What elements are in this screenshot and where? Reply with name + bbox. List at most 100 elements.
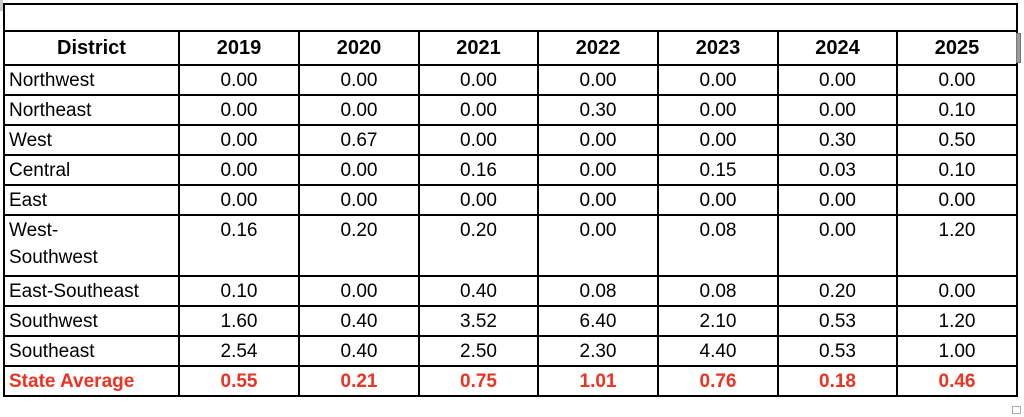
value-cell: 2.10 bbox=[657, 305, 779, 337]
value-cell: 0.40 bbox=[298, 305, 420, 337]
value-cell: 0.00 bbox=[298, 275, 420, 307]
value-cell: 2.50 bbox=[418, 335, 539, 367]
district-cell: East-Southeast bbox=[3, 275, 180, 307]
year-column-header: 2020 bbox=[298, 30, 420, 66]
value-cell: 0.00 bbox=[178, 184, 300, 216]
value-cell: 0.40 bbox=[298, 335, 420, 367]
value-cell: 0.00 bbox=[657, 124, 779, 156]
value-cell: 1.01 bbox=[537, 365, 659, 397]
value-cell: 0.53 bbox=[777, 335, 898, 367]
selection-anchor-mark bbox=[0, 0, 3, 11]
year-column-header: 2022 bbox=[537, 30, 659, 66]
value-cell: 0.00 bbox=[777, 184, 898, 216]
value-cell: 0.00 bbox=[298, 94, 420, 126]
value-cell: 1.60 bbox=[178, 305, 300, 337]
district-cell: Northwest bbox=[3, 64, 180, 96]
value-cell: 0.08 bbox=[657, 214, 779, 277]
value-cell: 1.00 bbox=[896, 335, 1018, 367]
value-cell: 0.00 bbox=[298, 154, 420, 186]
value-cell: 0.00 bbox=[896, 184, 1018, 216]
district-cell: Northeast bbox=[3, 94, 180, 126]
district-cell: State Average bbox=[3, 365, 180, 397]
value-cell: 0.20 bbox=[298, 214, 420, 277]
value-cell: 1.20 bbox=[896, 214, 1018, 277]
district-cell: Southeast bbox=[3, 335, 180, 367]
value-cell: 0.76 bbox=[657, 365, 779, 397]
value-cell: 0.03 bbox=[777, 154, 898, 186]
value-cell: 0.00 bbox=[178, 124, 300, 156]
value-cell: 0.10 bbox=[178, 275, 300, 307]
value-cell: 0.00 bbox=[537, 184, 659, 216]
value-cell: 0.10 bbox=[896, 94, 1018, 126]
value-cell: 1.20 bbox=[896, 305, 1018, 337]
value-cell: 0.16 bbox=[178, 214, 300, 277]
empty-top-cell bbox=[3, 3, 1018, 32]
value-cell: 0.50 bbox=[896, 124, 1018, 156]
value-cell: 0.00 bbox=[418, 94, 539, 126]
value-cell: 0.08 bbox=[657, 275, 779, 307]
value-cell: 0.30 bbox=[777, 124, 898, 156]
value-cell: 0.00 bbox=[896, 275, 1018, 307]
value-cell: 0.00 bbox=[298, 64, 420, 96]
table-side-resize-handle[interactable] bbox=[1016, 33, 1021, 63]
state-average-row: State Average 0.55 0.21 0.75 1.01 0.76 0.18 0.4… bbox=[3, 365, 1018, 397]
value-cell: 0.00 bbox=[418, 124, 539, 156]
value-cell: 0.00 bbox=[537, 154, 659, 186]
year-column-header: 2025 bbox=[896, 30, 1018, 66]
district-cell: Central bbox=[3, 154, 180, 186]
value-cell: 0.55 bbox=[178, 365, 300, 397]
value-cell: 0.00 bbox=[896, 64, 1018, 96]
district-cell: West- Southwest bbox=[3, 214, 180, 277]
value-cell: 0.00 bbox=[537, 124, 659, 156]
value-cell: 0.00 bbox=[777, 214, 898, 277]
value-cell: 0.00 bbox=[657, 184, 779, 216]
value-cell: 0.00 bbox=[298, 184, 420, 216]
value-cell: 0.46 bbox=[896, 365, 1018, 397]
value-cell: 0.20 bbox=[418, 214, 539, 277]
table-row: Southwest 1.60 0.40 3.52 6.40 2.10 0.53 1.20 bbox=[3, 305, 1018, 337]
value-cell: 0.75 bbox=[418, 365, 539, 397]
value-cell: 0.15 bbox=[657, 154, 779, 186]
value-cell: 4.40 bbox=[657, 335, 779, 367]
value-cell: 0.00 bbox=[537, 214, 659, 277]
table-row: West- Southwest 0.16 0.20 0.20 0.00 0.08 0.00 1… bbox=[3, 214, 1018, 277]
value-cell: 2.30 bbox=[537, 335, 659, 367]
value-cell: 0.16 bbox=[418, 154, 539, 186]
value-cell: 0.00 bbox=[777, 94, 898, 126]
table-row: Northwest 0.00 0.00 0.00 0.00 0.00 0.00 0.00 bbox=[3, 64, 1018, 96]
table-row: East-Southeast 0.10 0.00 0.40 0.08 0.08 0.20 0.… bbox=[3, 275, 1018, 307]
value-cell: 0.21 bbox=[298, 365, 420, 397]
value-cell: 0.00 bbox=[178, 154, 300, 186]
value-cell: 0.67 bbox=[298, 124, 420, 156]
value-cell: 0.18 bbox=[777, 365, 898, 397]
value-cell: 0.00 bbox=[777, 64, 898, 96]
district-cell: East bbox=[3, 184, 180, 216]
value-cell: 6.40 bbox=[537, 305, 659, 337]
table-row: Central 0.00 0.00 0.16 0.00 0.15 0.03 0.10 bbox=[3, 154, 1018, 186]
value-cell: 3.52 bbox=[418, 305, 539, 337]
value-cell: 0.00 bbox=[178, 64, 300, 96]
value-cell: 0.53 bbox=[777, 305, 898, 337]
year-column-header: 2024 bbox=[777, 30, 898, 66]
value-cell: 0.00 bbox=[418, 184, 539, 216]
value-cell: 0.00 bbox=[418, 64, 539, 96]
value-cell: 0.10 bbox=[896, 154, 1018, 186]
year-column-header: 2021 bbox=[418, 30, 539, 66]
year-column-header: 2019 bbox=[178, 30, 300, 66]
district-cell: Southwest bbox=[3, 305, 180, 337]
district-column-header: District bbox=[3, 30, 180, 66]
table-body: Northwest 0.00 0.00 0.00 0.00 0.00 0.00 0.00 Nor… bbox=[3, 64, 1018, 397]
table-row: West 0.00 0.67 0.00 0.00 0.00 0.30 0.50 bbox=[3, 124, 1018, 156]
table-corner-resize-handle[interactable] bbox=[1012, 406, 1021, 414]
table-row: East 0.00 0.00 0.00 0.00 0.00 0.00 0.00 bbox=[3, 184, 1018, 216]
value-cell: 0.00 bbox=[178, 94, 300, 126]
value-cell: 0.30 bbox=[537, 94, 659, 126]
table-row: Southeast 2.54 0.40 2.50 2.30 4.40 0.53 1.00 bbox=[3, 335, 1018, 367]
value-cell: 0.08 bbox=[537, 275, 659, 307]
value-cell: 0.00 bbox=[657, 94, 779, 126]
year-column-header: 2023 bbox=[657, 30, 779, 66]
value-cell: 0.20 bbox=[777, 275, 898, 307]
empty-top-row bbox=[3, 3, 1018, 32]
district-yearly-table: District 2019 2020 2021 2022 2023 2024 2025 No… bbox=[3, 3, 1018, 397]
